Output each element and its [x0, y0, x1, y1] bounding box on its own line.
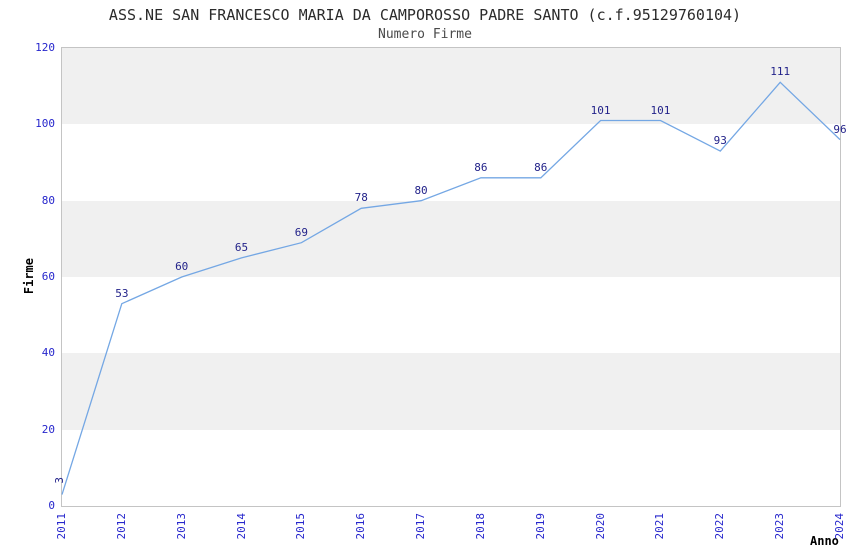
- x-tick-label: 2024: [833, 513, 846, 540]
- data-label: 86: [474, 160, 488, 174]
- plot-band: [62, 48, 840, 125]
- x-tick-label: 2011: [55, 513, 68, 540]
- x-tick-label: 2016: [354, 513, 368, 540]
- data-label: 3: [53, 476, 66, 484]
- data-label: 65: [234, 240, 249, 254]
- plot-band: [62, 353, 840, 430]
- x-tick-label: 2013: [174, 513, 188, 540]
- plot-area: 3 53 60 65 69 78 80 86 86 101 101 93 111 96: [53, 47, 847, 507]
- x-tick-label: 2022: [713, 513, 727, 540]
- x-tick-label: 2021: [653, 513, 667, 540]
- data-label: 78: [354, 191, 368, 205]
- x-tick-label: 2023: [773, 513, 787, 540]
- x-tick-label: 2020: [593, 513, 607, 540]
- y-tick-label: 100: [35, 117, 55, 131]
- y-tick-label: 60: [41, 270, 55, 283]
- data-label: 101: [590, 103, 611, 117]
- y-tick-label: 80: [41, 193, 55, 207]
- y-tick-label: 120: [35, 41, 55, 54]
- y-tick-label: 20: [41, 422, 55, 436]
- x-tick-label: 2015: [294, 513, 308, 540]
- data-label: 80: [414, 183, 428, 197]
- x-tick-label: 2012: [114, 513, 128, 540]
- x-tick-label: 2014: [234, 513, 248, 540]
- chart-subtitle: Numero Firme: [378, 27, 472, 42]
- y-tick-label: 0: [48, 499, 55, 512]
- chart-title: ASS.NE SAN FRANCESCO MARIA DA CAMPOROSSO…: [108, 6, 742, 24]
- data-label: 101: [650, 103, 671, 117]
- data-label: 69: [294, 225, 308, 239]
- plot-band: [62, 124, 840, 201]
- plot-band: [62, 277, 840, 354]
- x-tick-label: 2019: [533, 513, 547, 540]
- data-label: 60: [175, 260, 189, 273]
- x-tick-label: 2018: [473, 513, 487, 540]
- plot-band: [62, 200, 840, 277]
- data-label: 111: [770, 65, 791, 79]
- x-axis-title: Anno: [810, 534, 839, 548]
- y-tick-label: 40: [41, 346, 55, 360]
- data-label: 93: [713, 134, 727, 148]
- data-label: 86: [534, 160, 548, 174]
- plot-band: [62, 429, 840, 506]
- data-label: 53: [115, 286, 129, 300]
- data-label: 96: [833, 122, 847, 136]
- x-tick-label: 2017: [414, 513, 428, 540]
- series-line: [61, 81, 841, 495]
